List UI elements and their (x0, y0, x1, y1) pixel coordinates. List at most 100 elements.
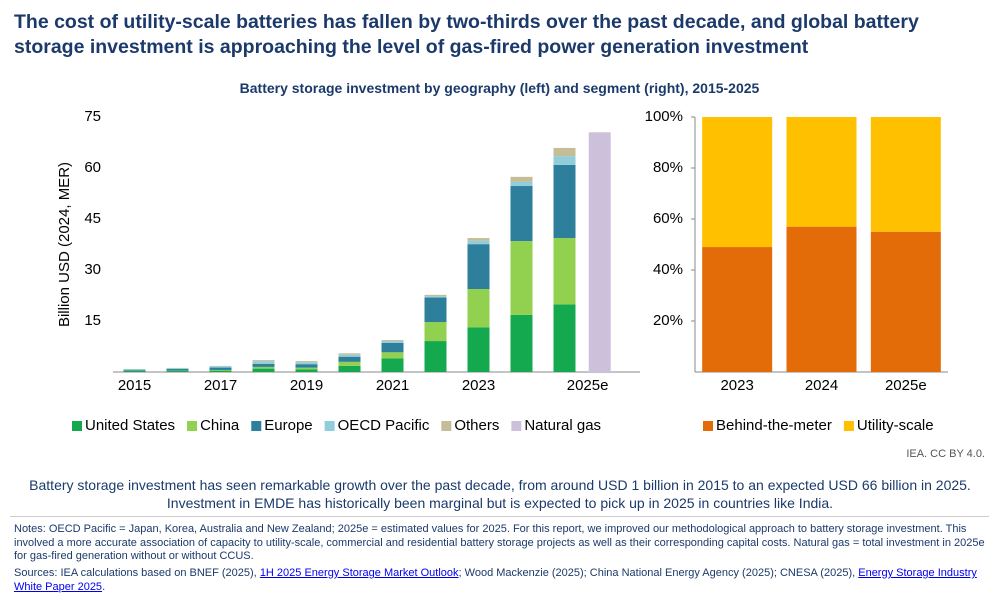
bar-segment (467, 238, 490, 241)
bar-segment (510, 181, 533, 187)
x-tick-label: 2023 (462, 377, 495, 394)
x-tick-label: 2017 (204, 377, 237, 394)
bar-segment (338, 354, 361, 357)
y-tick-label: 80% (653, 159, 683, 176)
sources: Sources: IEA calculations based on BNEF … (14, 567, 989, 594)
y-tick-label: 45 (84, 210, 101, 227)
title: The cost of utility-scale batteries has … (14, 11, 919, 58)
y-tick-label: 75 (84, 108, 101, 125)
bar-segment (123, 369, 146, 371)
bar-segment (209, 370, 232, 372)
y-axis-label: Billion USD (2024, MER) (56, 162, 73, 327)
bar-segment (338, 353, 361, 355)
bar-segment (786, 226, 857, 372)
x-tick-label: 2024 (805, 377, 838, 394)
subtitle: Battery storage investment by geography … (239, 80, 760, 96)
bar-segment (702, 247, 773, 372)
x-tick-label: 2015 (118, 377, 151, 394)
x-tick-label: 2023 (720, 377, 753, 394)
legend-swatch (511, 421, 522, 431)
x-tick-label: 2019 (290, 377, 323, 394)
y-tick-label: 100% (645, 108, 683, 125)
bar-segment (252, 360, 275, 362)
legend-label: Behind-the-meter (716, 417, 832, 434)
bar-segment (424, 322, 447, 342)
bar-segment (209, 367, 232, 370)
bar-segment (786, 117, 857, 227)
bar-segment (295, 369, 318, 372)
y-tick-label: 60 (84, 159, 101, 176)
legend-label: Utility-scale (857, 417, 934, 434)
bar-segment (381, 358, 404, 372)
bar-segment (510, 186, 533, 242)
bar-segment (510, 314, 533, 372)
bar-segment (295, 362, 318, 365)
bar-segment (381, 340, 404, 342)
bar-segment (467, 240, 490, 245)
source-text: . (102, 580, 106, 593)
bar-segment (381, 341, 404, 343)
bar-segment (870, 231, 941, 372)
bar-segment (424, 297, 447, 323)
legend-label: China (200, 417, 240, 434)
bar-segment (467, 289, 490, 328)
bar-segment (510, 241, 533, 315)
legend-label: Others (454, 417, 499, 434)
bar-segment (338, 356, 361, 362)
bar-segment (467, 327, 490, 372)
bar-segment (252, 363, 275, 367)
bar-segment (295, 367, 318, 370)
bar-segment (381, 342, 404, 353)
x-tick-label: 2021 (376, 377, 409, 394)
credit: IEA. CC BY 4.0. (906, 448, 985, 460)
bar-segment (166, 368, 189, 369)
bar-segment (424, 296, 447, 298)
legend-swatch (441, 421, 452, 431)
charts: 15 30 45 60 75 Billion USD (2024, MER) 2015 201… (56, 108, 948, 434)
legend-label: United States (85, 417, 175, 434)
bar-segment (252, 361, 275, 364)
bar-segment (338, 365, 361, 372)
y-tick-label: 60% (653, 210, 683, 227)
bar-segment (424, 341, 447, 372)
source-link[interactable]: Energy Storage Industry White Paper 2025 (14, 567, 977, 593)
bar-segment (553, 147, 576, 157)
caption: Battery storage investment has seen rema… (29, 477, 971, 511)
legend-swatch (703, 421, 713, 431)
y-tick-label: 40% (653, 261, 683, 278)
bar-segment (381, 352, 404, 359)
bar-segment (295, 361, 318, 363)
bar-segment (553, 156, 576, 165)
legend-swatch (187, 421, 198, 431)
source-text: Sources: IEA calculations based on BNEF … (14, 567, 260, 579)
bar-segment (553, 304, 576, 372)
bar-segment (553, 238, 576, 305)
legend-swatch (72, 421, 82, 431)
bar-segment (209, 369, 232, 371)
bar-segment (252, 366, 275, 369)
x-tick-label: 2025e (567, 377, 609, 394)
bar-segment (338, 361, 361, 366)
bar-segment (553, 164, 576, 239)
legend-swatch (251, 421, 262, 431)
bar-segment (209, 366, 232, 368)
bar-segment (166, 368, 189, 371)
legend-label: Natural gas (524, 417, 601, 434)
bar-segment (123, 370, 146, 372)
x-tick-label: 2025e (885, 377, 927, 394)
source-link[interactable]: 1H 2025 Energy Storage Market Outlook (259, 567, 459, 579)
bar-segment (166, 370, 189, 372)
bar-segment (295, 364, 318, 368)
bar-segment (870, 117, 941, 232)
y-tick-label: 20% (653, 312, 683, 329)
y-tick-label: 15 (84, 312, 101, 329)
source-text: ; Wood Mackenzie (2025); China National … (458, 567, 859, 579)
legend-swatch (843, 421, 854, 431)
bar-segment (252, 368, 275, 372)
bar-segment (510, 176, 533, 182)
separator (10, 516, 989, 517)
bar-segment (424, 294, 447, 297)
notes: Notes: OECD Pacific = Japan, Korea, Aust… (14, 523, 985, 562)
y-tick-label: 30 (84, 261, 101, 278)
